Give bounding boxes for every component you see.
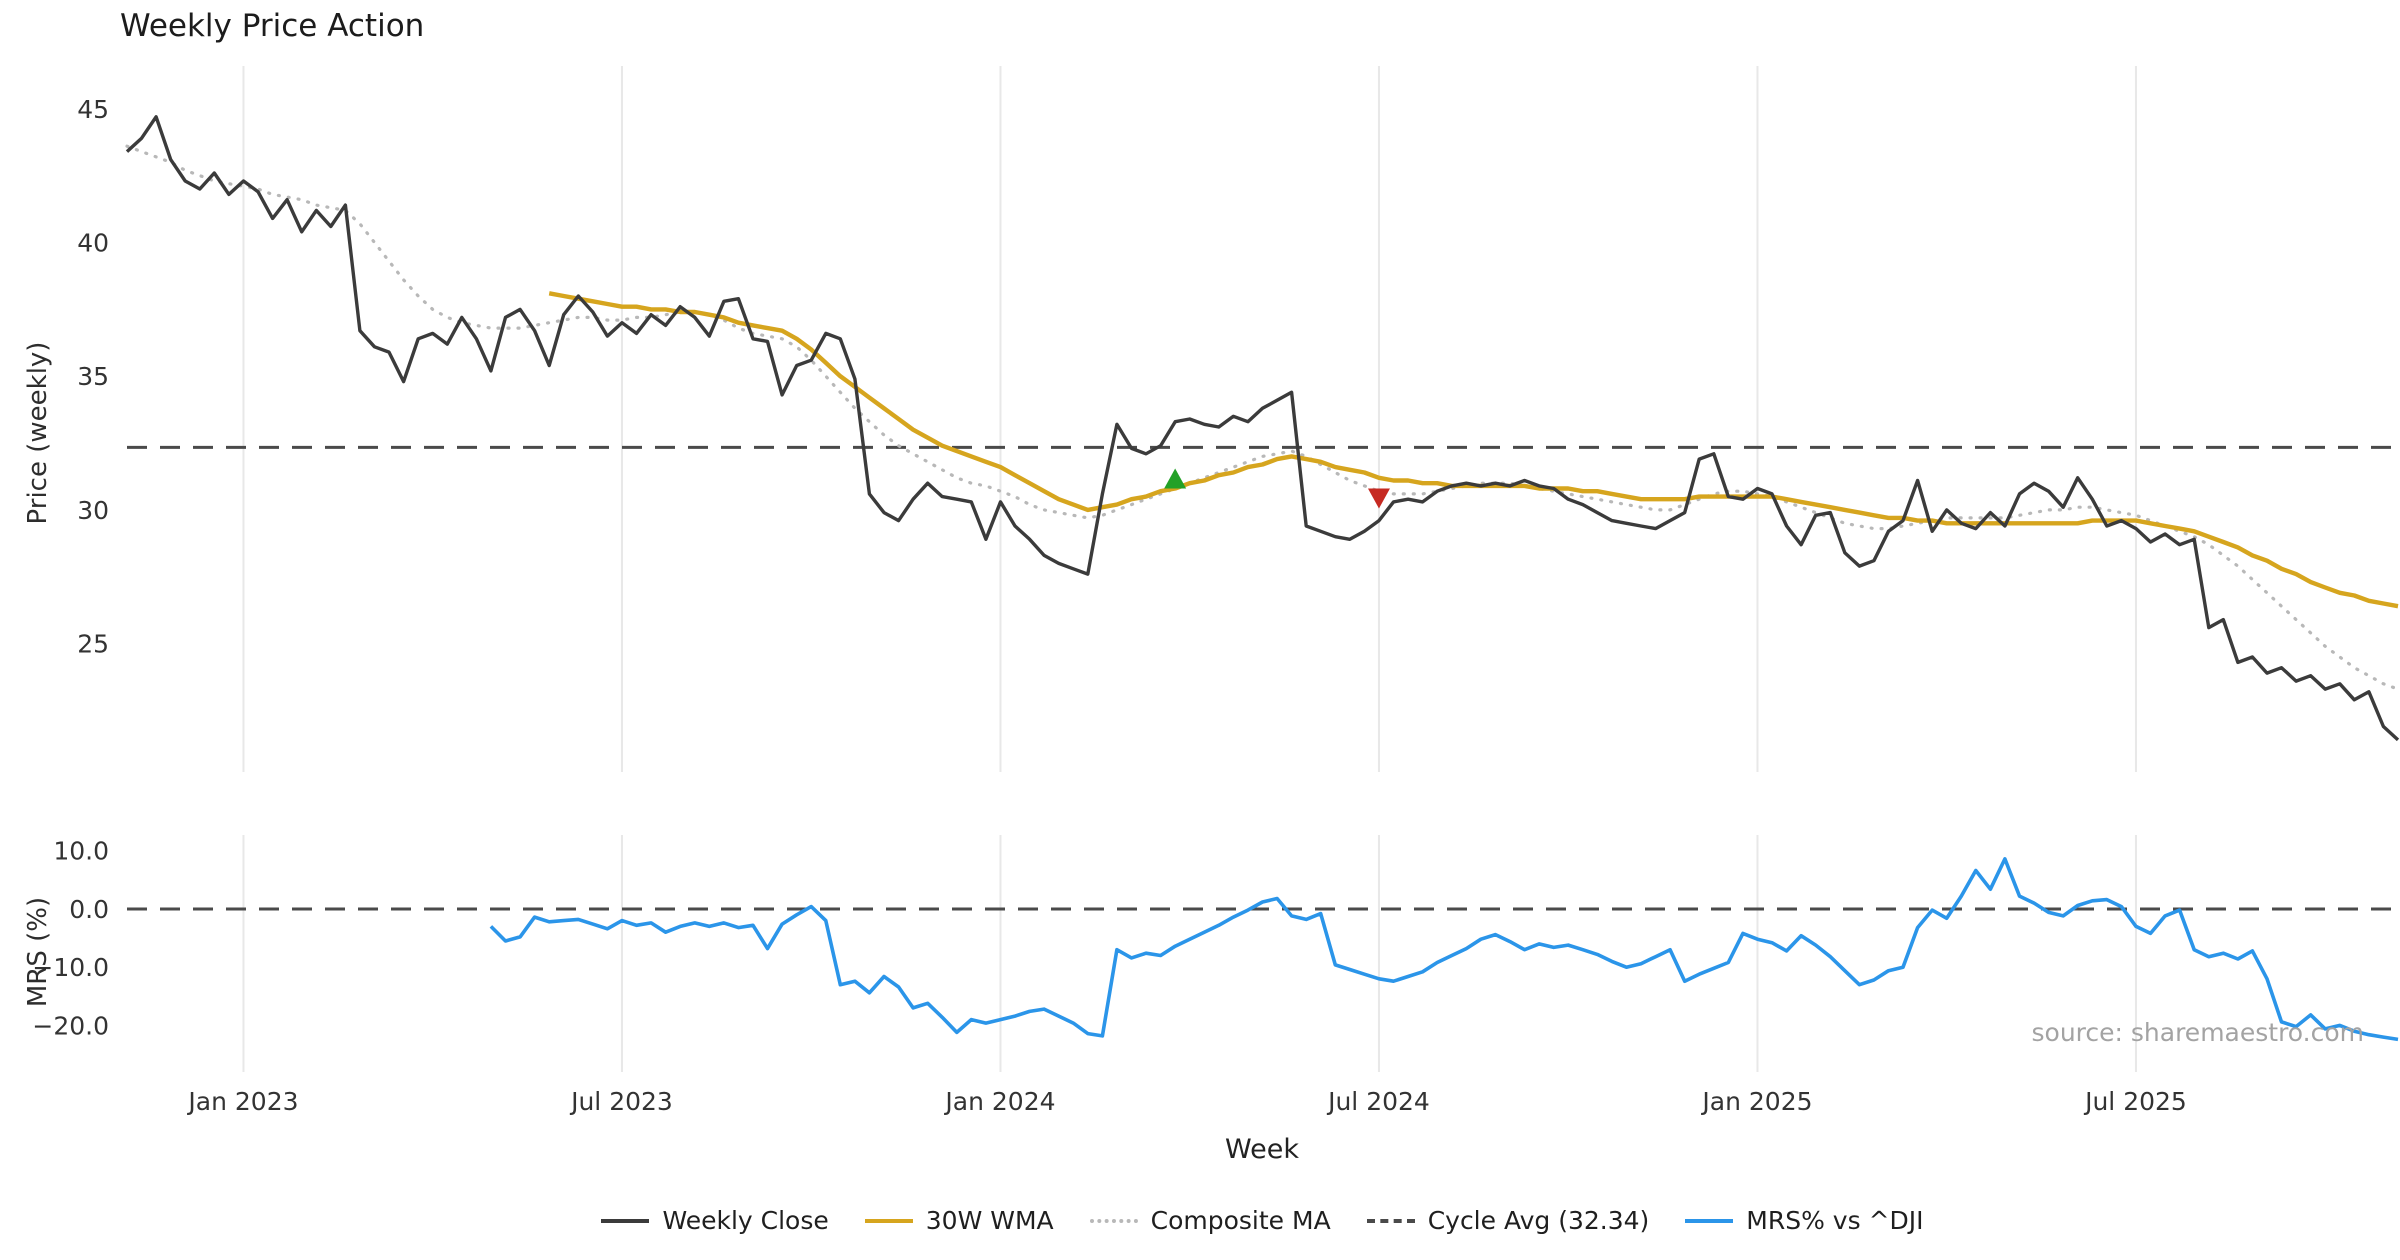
composite-ma-line-icon — [1089, 1218, 1138, 1223]
price-axis-label: Price (weekly) — [23, 341, 53, 525]
composite-ma-line — [125, 144, 2400, 691]
source-credit: source: sharemaestro.com — [2031, 1018, 2365, 1047]
y-tick-label: 10.0 — [53, 837, 109, 866]
x-tick-label: Jan 2025 — [1700, 1087, 1812, 1116]
y-tick-label: −20.0 — [32, 1011, 109, 1040]
mrs-vs-dji-line — [489, 857, 2399, 1042]
y-tick-label: −10.0 — [32, 953, 109, 982]
legend-label-composite-ma: Composite MA — [1150, 1206, 1331, 1235]
legend: Weekly Close 30W WMA Composite MA Cycle … — [127, 1206, 2398, 1235]
x-tick-label: Jul 2025 — [2083, 1087, 2187, 1116]
cycle-avg-line-icon — [1366, 1218, 1415, 1223]
wma-30w-line — [548, 291, 2399, 609]
legend-item-composite-ma: Composite MA — [1089, 1206, 1331, 1235]
mrs-line-icon — [1685, 1218, 1734, 1223]
legend-label-cycle-avg: Cycle Avg (32.34) — [1427, 1206, 1650, 1235]
y-tick-label: 0.0 — [69, 895, 109, 924]
bearish-signal-marker — [1367, 488, 1390, 509]
y-tick-label: 40 — [77, 229, 109, 258]
y-tick-label: 45 — [77, 95, 109, 124]
legend-item-weekly-close: Weekly Close — [601, 1206, 829, 1235]
x-axis-label: Week — [1225, 1134, 1299, 1165]
legend-label-weekly-close: Weekly Close — [662, 1206, 829, 1235]
y-tick-label: 30 — [77, 496, 109, 525]
chart-title: Weekly Price Action — [120, 8, 425, 44]
legend-label-mrs: MRS% vs ^DJI — [1746, 1206, 1924, 1235]
x-tick-label: Jul 2023 — [569, 1087, 673, 1116]
x-tick-label: Jan 2023 — [186, 1087, 298, 1116]
mrs-axis-label: MRS (%) — [23, 896, 53, 1008]
legend-item-cycle-avg: Cycle Avg (32.34) — [1366, 1206, 1650, 1235]
weekly-close-line-icon — [601, 1218, 650, 1223]
legend-item-30w-wma: 30W WMA — [864, 1206, 1054, 1235]
y-tick-label: 35 — [77, 362, 109, 391]
y-tick-label: 25 — [77, 630, 109, 659]
bullish-signal-marker — [1164, 468, 1187, 489]
legend-item-mrs: MRS% vs ^DJI — [1685, 1206, 1924, 1235]
wma-line-icon — [864, 1218, 913, 1223]
x-tick-label: Jul 2024 — [1326, 1087, 1430, 1116]
weekly-close-line — [125, 115, 2400, 742]
legend-label-30w-wma: 30W WMA — [925, 1206, 1054, 1235]
x-tick-label: Jan 2024 — [943, 1087, 1055, 1116]
